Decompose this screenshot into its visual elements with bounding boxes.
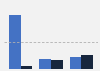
Bar [51,60,62,69]
Bar [40,59,51,69]
Bar [9,15,21,69]
Bar [81,55,93,69]
Bar [70,57,81,69]
Bar [21,66,32,69]
